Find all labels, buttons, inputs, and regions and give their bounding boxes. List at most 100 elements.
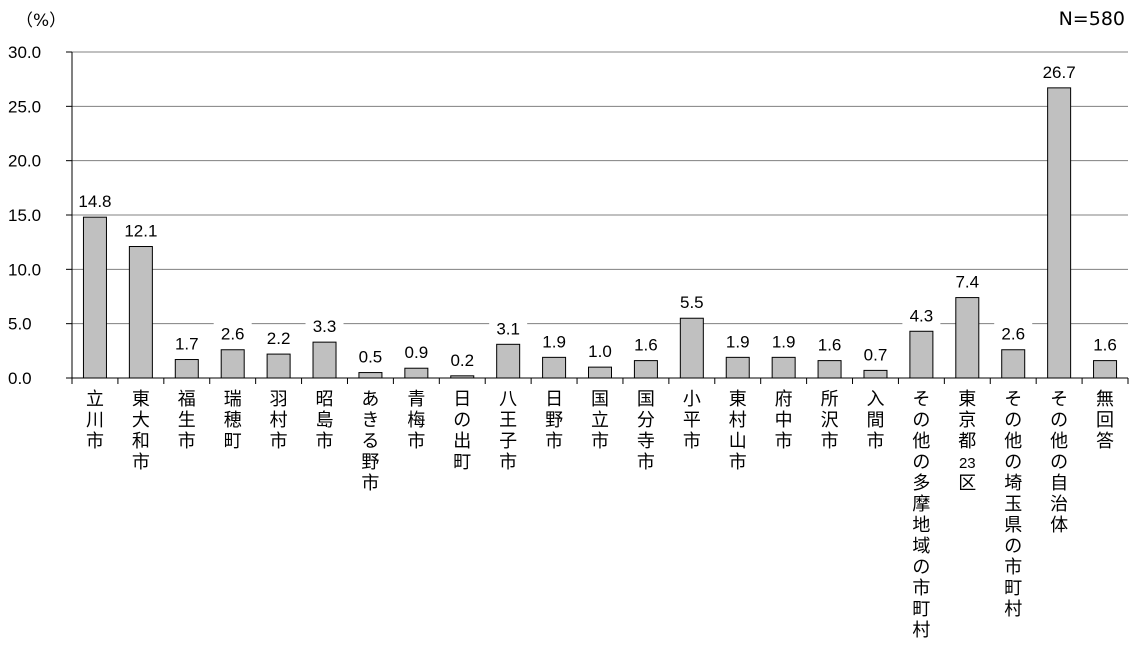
value-label: 1.7 (175, 335, 199, 354)
value-label-bg (994, 322, 1033, 345)
value-label: 14.8 (78, 192, 111, 211)
value-label: 1.6 (634, 336, 658, 355)
bar (909, 330, 934, 379)
y-axis-unit-label: （%） (16, 11, 67, 31)
bar (220, 349, 245, 379)
value-label-bg (1086, 333, 1125, 356)
bar (633, 360, 658, 379)
value-label: 2.6 (1001, 325, 1025, 344)
value-label: 1.0 (588, 342, 612, 361)
value-label-bg (121, 219, 160, 242)
value-label-bg (672, 291, 711, 314)
value-label-bg (397, 341, 436, 364)
y-tick-label: 30.0 (8, 43, 41, 62)
bar (174, 359, 199, 379)
value-label: 1.9 (542, 332, 566, 351)
category-label: 国立市 (591, 389, 609, 451)
value-label-bg (259, 327, 298, 350)
value-label-bg (535, 330, 574, 353)
category-label: 日の出町 (453, 389, 471, 472)
value-label-bg (902, 304, 941, 327)
bar (358, 372, 383, 379)
bar (588, 366, 612, 379)
category-label: 小平市 (683, 389, 701, 451)
category-label: その他の自治体 (1050, 389, 1068, 535)
bar (496, 343, 521, 379)
bar (312, 341, 337, 379)
y-tick-label: 5.0 (8, 315, 32, 334)
value-label-bg (305, 315, 344, 338)
bar (817, 360, 842, 379)
value-label-bg (351, 345, 390, 368)
bar (679, 317, 704, 379)
category-label: 日野市 (545, 389, 563, 451)
category-label: あきる野市 (361, 389, 379, 493)
category-label: 入間市 (866, 389, 884, 451)
value-label-bg (948, 270, 987, 293)
value-label-bg (626, 333, 665, 356)
value-label: 12.1 (124, 222, 157, 241)
value-label: 26.7 (1043, 63, 1076, 82)
category-label: 昭島市 (316, 389, 334, 451)
sample-size-label: N=580 (1058, 8, 1125, 30)
bar (863, 369, 888, 379)
bar (1093, 360, 1118, 379)
category-label: 東京都 23 区 (958, 389, 976, 493)
value-label-bg (718, 330, 757, 353)
value-label-bg (489, 317, 528, 340)
value-label: 1.9 (726, 332, 750, 351)
category-label: 国分寺市 (637, 389, 655, 472)
bar (128, 246, 153, 379)
category-label: 東大和市 (132, 389, 150, 472)
bar (542, 356, 567, 379)
value-label-bg (856, 343, 895, 366)
category-label: 立川市 (86, 389, 104, 451)
category-label: 無回答 (1096, 389, 1114, 451)
category-label: 羽村市 (270, 389, 288, 451)
bar (1001, 349, 1026, 379)
bar (725, 356, 750, 379)
value-label-bg (764, 330, 803, 353)
value-label: 1.6 (1093, 336, 1117, 355)
value-label-bg (810, 333, 849, 356)
category-label: 府中市 (775, 389, 793, 451)
value-label: 2.2 (267, 329, 291, 348)
y-tick-label: 15.0 (8, 206, 41, 225)
category-label: 福生市 (178, 389, 196, 451)
category-label: その他の多摩地域の市町村 (912, 389, 930, 640)
y-tick-label: 25.0 (8, 97, 41, 116)
y-tick-label: 20.0 (8, 152, 41, 171)
value-label: 0.9 (405, 343, 429, 362)
value-label-bg (167, 332, 206, 355)
y-tick-label: 0.0 (8, 369, 32, 388)
value-label-bg (75, 190, 114, 213)
value-label-bg (443, 348, 482, 371)
bar (1047, 87, 1072, 379)
category-label: 所沢市 (821, 389, 839, 451)
value-label: 5.5 (680, 293, 704, 312)
value-label: 4.3 (910, 306, 934, 325)
value-label-bg (213, 322, 252, 345)
bar (82, 216, 107, 379)
category-label: 八王子市 (499, 389, 517, 472)
value-label: 0.5 (359, 348, 383, 367)
category-label: 東村山市 (729, 389, 747, 472)
value-label: 1.9 (772, 332, 796, 351)
value-label: 3.3 (313, 317, 337, 336)
category-label: 青梅市 (407, 389, 425, 451)
value-label: 7.4 (955, 273, 979, 292)
value-label-bg (1040, 60, 1079, 83)
value-label: 3.1 (496, 319, 520, 338)
value-label: 2.6 (221, 325, 245, 344)
value-label: 0.7 (864, 345, 888, 364)
value-label-bg (581, 340, 619, 363)
bar (450, 375, 475, 379)
category-label: 瑞穂町 (224, 389, 242, 451)
y-tick-label: 10.0 (8, 260, 41, 279)
category-label: その他の埼玉県の市町村 (1004, 389, 1022, 619)
value-label: 0.2 (450, 351, 474, 370)
bar (955, 297, 980, 379)
bar (771, 356, 796, 379)
bar (404, 367, 429, 379)
value-label: 1.6 (818, 336, 842, 355)
